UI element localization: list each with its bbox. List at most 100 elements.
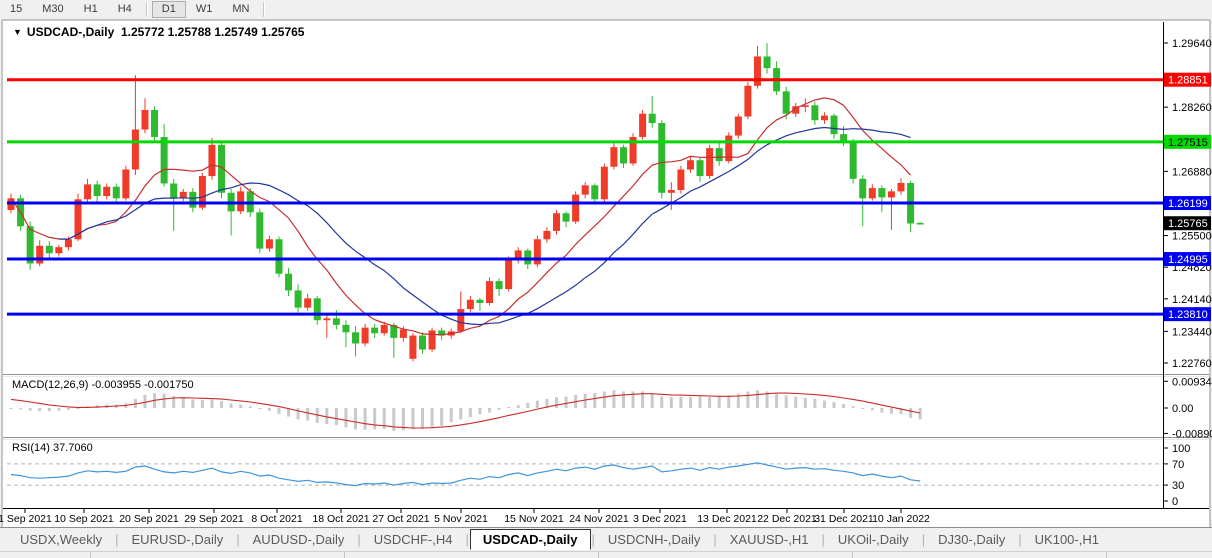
candle-body [103,186,111,197]
date-tick-label: 10 Sep 2021 [54,513,114,525]
candle-body [801,105,809,107]
chart-ohlc-values: 1.25772 1.25788 1.25749 1.25765 [120,25,305,39]
candle-body [639,113,647,137]
candle-body [285,273,293,291]
macd-histogram-bar [143,394,147,408]
macd-histogram-bar [497,408,501,410]
timeframe-button-MN[interactable]: MN [232,3,250,15]
macd-histogram-bar [430,408,434,427]
candle-body [849,141,857,179]
macd-histogram-bar [564,396,568,408]
chart-symbol-label: USDCAD-,Daily [26,25,115,39]
macd-histogram-bar [746,391,750,408]
date-tick-label: 18 Oct 2021 [312,513,369,525]
date-tick-label: 20 Sep 2021 [119,513,179,525]
candle-body [218,144,226,193]
macd-histogram-bar [411,408,415,430]
candle-body [543,230,551,240]
tab-separator: | [591,532,595,547]
chart-tab-usdcnh-daily[interactable]: USDCNH-,Daily [607,532,701,547]
macd-histogram-bar [679,396,683,408]
candle-body [93,184,101,197]
macd-histogram-bar [813,398,817,408]
macd-histogram-bar [449,408,453,423]
rsi-line [10,462,921,487]
candle-body [840,134,848,142]
chart-tab-ukoil-daily[interactable]: UKOil-,Daily [837,532,909,547]
chart-tab-usdx-weekly[interactable]: USDX,Weekly [20,532,103,547]
chevron-down-icon[interactable]: ▼ [13,27,22,37]
price-badge-label: 1.24995 [1168,254,1208,266]
macd-histogram-bar [765,391,769,408]
candle-body [572,194,580,222]
chart-tab-uk100-h1[interactable]: UK100-,H1 [1034,532,1099,547]
macd-histogram-bar [554,397,558,408]
candle-body [170,183,178,199]
macd-histogram-bar [459,408,463,420]
date-tick-label: 29 Sep 2021 [184,513,244,525]
candle-body [189,191,197,208]
candle-body [64,239,72,248]
macd-histogram-bar [363,408,367,430]
chart-tab-xauusd-h1[interactable]: XAUUSD-,H1 [729,532,809,547]
macd-histogram-bar [698,396,702,408]
timeframe-button-D1[interactable]: D1 [151,1,186,18]
timeframe-button-15[interactable]: 15 [10,3,23,15]
statusbar-separator [598,552,599,558]
date-tick-label: 13 Dec 2021 [697,513,757,525]
candle-body [715,148,723,162]
chart-tab-dj30-daily[interactable]: DJ30-,Daily [938,532,1006,547]
candle-body [686,160,694,170]
timeframe-button-H1[interactable]: H1 [83,3,98,15]
price-badge-1.25765 [1164,216,1211,231]
candle-body [26,226,34,264]
chart-tab-usdcad-daily[interactable]: USDCAD-,Daily [469,528,591,550]
macd-histogram-bar [478,408,482,415]
macd-histogram-bar [162,393,166,408]
macd-histogram-bar [220,401,224,408]
macd-histogram-bar [880,408,884,413]
timeframe-toolbar: 15 M30 H1 H4 D1 W1 MN [0,0,1212,19]
macd-histogram-bar [736,393,740,408]
macd-histogram-bar [248,406,252,408]
macd-histogram-bar [258,408,262,410]
price-badge-label: 1.25765 [1168,218,1208,230]
chart-tab-usdchf-h4[interactable]: USDCHF-,H4 [373,532,453,547]
tab-separator: | [236,532,240,547]
candle-body [237,191,245,212]
timeframe-button-H4[interactable]: H4 [117,3,132,15]
candle-body [438,330,446,336]
status-strip [0,551,1212,558]
macd-histogram-bar [9,408,13,409]
price-tick-label: 1.23440 [1172,326,1212,338]
candle-body [74,199,82,240]
statusbar-separator [852,552,853,558]
candle-body [533,239,541,265]
candle-body [457,309,465,332]
macd-histogram-bar [267,408,271,411]
macd-histogram-bar [755,390,759,408]
tab-separator: | [821,532,825,547]
candle-body [581,185,589,195]
timeframe-button-M30[interactable]: M30 [42,3,64,15]
macd-histogram-bar [516,405,520,408]
macd-histogram-bar [593,393,597,408]
candle-body [361,327,369,344]
candle-body [763,56,771,69]
candle-body [734,116,742,136]
macd-histogram-bar [181,397,185,408]
macd-histogram-bar [889,408,893,414]
price-tick-label: 1.24140 [1172,294,1212,306]
chart-tab-audusd-daily[interactable]: AUDUSD-,Daily [252,532,345,547]
chart-tab-eurusd-daily[interactable]: EURUSD-,Daily [131,532,224,547]
macd-histogram-bar [38,408,42,412]
macd-histogram-bar [650,393,654,408]
candle-body [466,299,474,310]
macd-histogram-bar [794,396,798,408]
timeframe-button-W1[interactable]: W1 [195,3,213,15]
macd-histogram-bar [842,404,846,408]
macd-histogram-bar [861,408,865,409]
candle-body [600,166,608,200]
